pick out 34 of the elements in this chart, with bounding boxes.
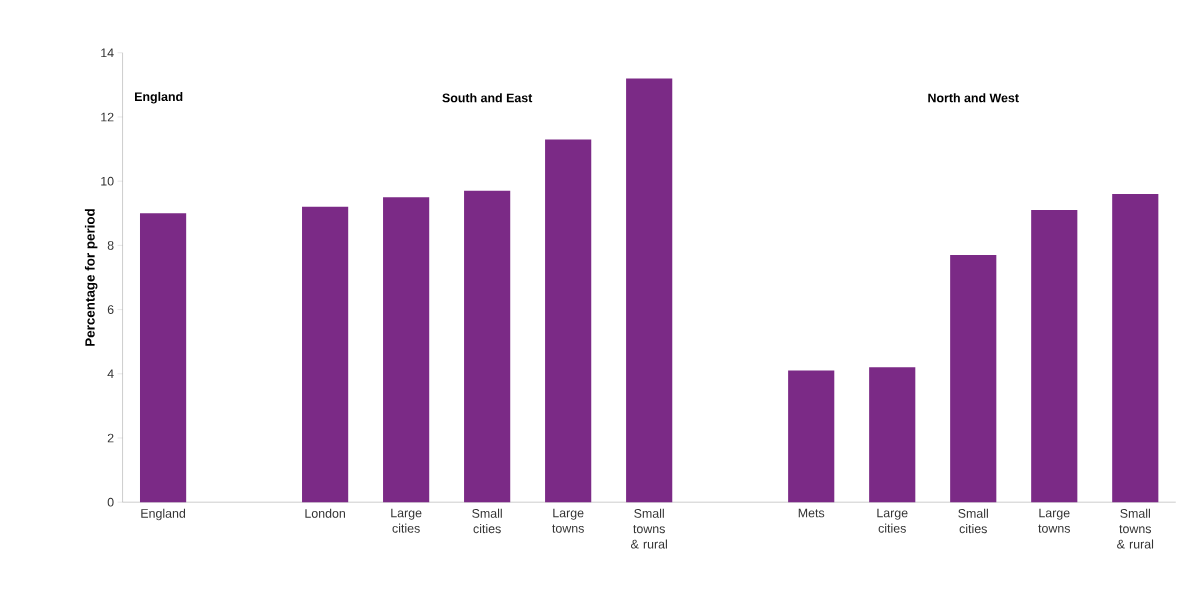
bar xyxy=(950,255,997,503)
x-tick-label: Large cities xyxy=(391,508,422,533)
y-tick-label: 12 xyxy=(101,112,114,122)
annotation: North and West xyxy=(928,93,1019,103)
bar xyxy=(1031,210,1078,503)
x-tick-label: Large towns xyxy=(1038,508,1071,533)
bar xyxy=(1112,194,1159,503)
x-tick-label: London xyxy=(305,508,345,518)
y-tick-label: 4 xyxy=(107,369,114,379)
annotation: South and East xyxy=(442,93,533,103)
x-tick-label: Small cities xyxy=(958,508,988,534)
bar xyxy=(139,213,187,503)
y-axis-title: Percentage for period xyxy=(84,209,98,346)
y-tick-label: 10 xyxy=(101,176,114,186)
bar xyxy=(302,206,349,503)
y-tick-label: 2 xyxy=(107,433,114,443)
x-tick-label: Small towns & rural xyxy=(630,508,667,549)
y-tick-label: 14 xyxy=(101,48,114,58)
x-tick-label: Small cities xyxy=(472,508,502,534)
x-tick-label: Large towns xyxy=(552,508,584,533)
bar xyxy=(626,78,673,503)
bar xyxy=(545,139,592,503)
x-tick-label: Small towns & rural xyxy=(1117,508,1154,549)
y-tick-label: 8 xyxy=(107,241,114,250)
bar xyxy=(788,370,835,503)
x-tick-label: England xyxy=(141,508,186,521)
annotation: England xyxy=(135,91,183,104)
bar xyxy=(869,367,916,503)
bar xyxy=(383,197,430,503)
y-tick-label: 6 xyxy=(107,305,114,315)
x-tick-label: Large cities xyxy=(877,508,908,533)
y-tick-label: 0 xyxy=(107,497,114,507)
bar xyxy=(464,190,511,503)
x-tick-label: Mets xyxy=(798,508,825,518)
